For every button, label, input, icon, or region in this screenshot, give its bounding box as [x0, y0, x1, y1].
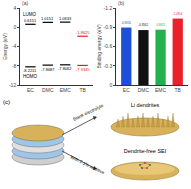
svg-text:-0.9: -0.9 — [104, 24, 113, 30]
svg-text:EMC: EMC — [60, 87, 72, 93]
svg-text:-7.9345: -7.9345 — [76, 67, 90, 72]
svg-text:DMC: DMC — [42, 87, 54, 93]
svg-text:-1.8625: -1.8625 — [76, 30, 90, 35]
svg-text:-8.2211: -8.2211 — [23, 68, 37, 73]
svg-text:-8: -8 — [12, 63, 17, 69]
svg-text:(b): (b) — [118, 0, 124, 6]
svg-text:-1.2: -1.2 — [104, 5, 113, 11]
svg-text:With 0.1% additive: With 0.1% additive — [70, 154, 106, 175]
svg-text:Binding energy (eV): Binding energy (eV) — [96, 24, 102, 69]
svg-text:EC: EC — [27, 87, 34, 93]
svg-text:Dendrite-free SEI: Dendrite-free SEI — [124, 148, 167, 154]
svg-text:EC: EC — [123, 87, 130, 93]
svg-text:0: 0 — [13, 24, 16, 30]
svg-text:-0.8562: -0.8562 — [138, 23, 148, 27]
svg-text:-0.3: -0.3 — [104, 63, 113, 69]
svg-text:0: 0 — [109, 82, 112, 88]
svg-text:-7.8687: -7.8687 — [41, 67, 55, 72]
svg-text:(a): (a) — [22, 0, 28, 6]
svg-text:(c): (c) — [3, 99, 10, 105]
svg-text:-12: -12 — [9, 82, 16, 88]
svg-text:-0.8621: -0.8621 — [155, 23, 165, 27]
svg-text:0.6151: 0.6151 — [24, 18, 37, 23]
svg-text:Energy (eV): Energy (eV) — [2, 33, 8, 60]
svg-text:4: 4 — [13, 5, 16, 11]
svg-text:HOMO: HOMO — [23, 74, 37, 79]
svg-text:-0.8956: -0.8956 — [121, 21, 131, 25]
svg-text:-7.8062: -7.8062 — [58, 66, 72, 71]
svg-text:TB: TB — [79, 87, 86, 93]
svg-text:-4: -4 — [12, 43, 17, 49]
svg-text:1.0151: 1.0151 — [41, 16, 54, 21]
svg-text:TB: TB — [175, 87, 182, 93]
svg-text:Blank electrolyte: Blank electrolyte — [72, 103, 104, 122]
svg-text:DMC: DMC — [138, 87, 150, 93]
svg-text:-0.6: -0.6 — [104, 43, 113, 49]
svg-text:LUMO: LUMO — [23, 12, 37, 17]
svg-text:-1.0354: -1.0354 — [173, 12, 183, 16]
svg-text:1.0633: 1.0633 — [59, 16, 72, 21]
svg-text:EMC: EMC — [155, 87, 167, 93]
svg-text:Li dendrites: Li dendrites — [131, 102, 160, 108]
